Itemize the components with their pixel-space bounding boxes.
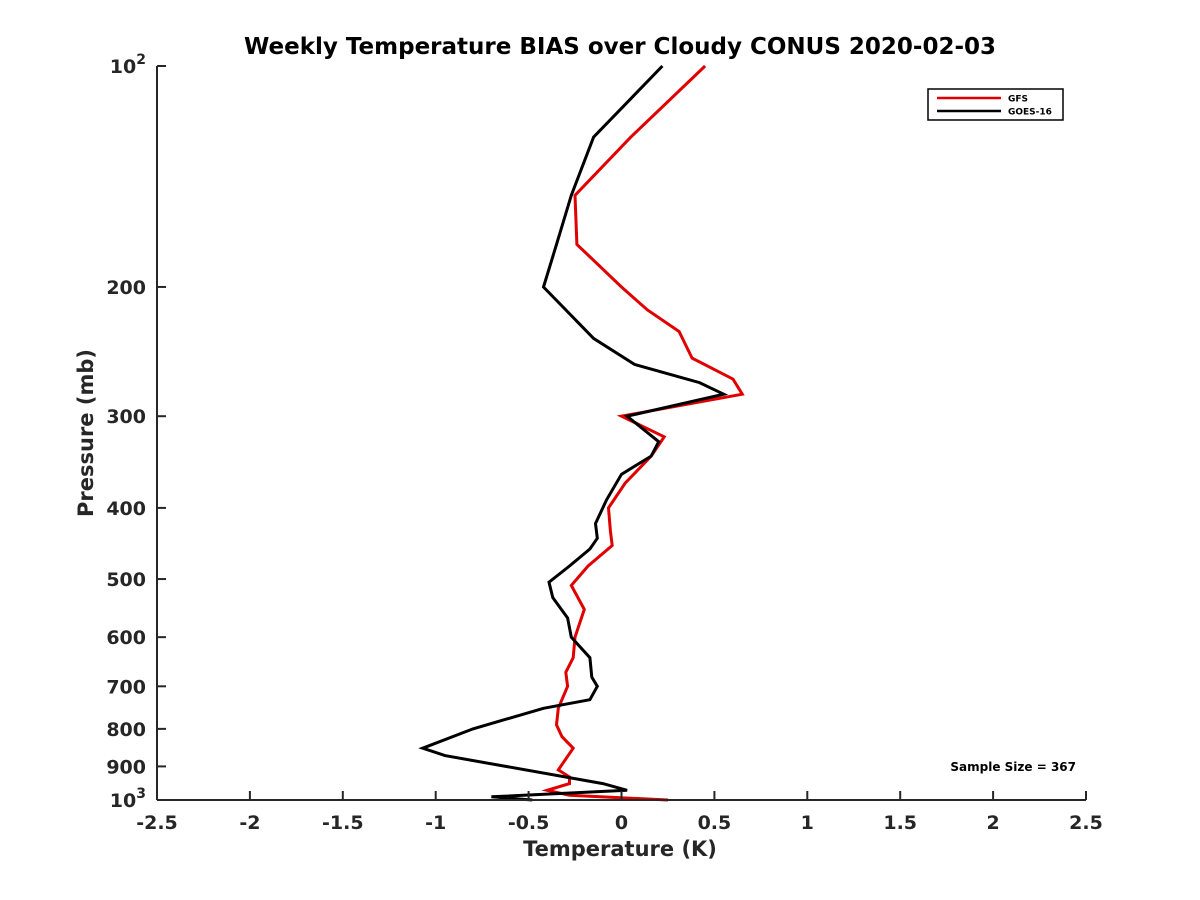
x-tick-label: -0.5 — [508, 812, 550, 834]
x-tick-label: 1.5 — [883, 812, 917, 834]
y-tick-label: 600 — [106, 627, 146, 649]
x-tick-label: -1 — [425, 812, 446, 834]
y-axis-label: Pressure (mb) — [74, 349, 98, 517]
x-tick-label: 0.5 — [698, 812, 732, 834]
y-tick-label: 800 — [106, 719, 146, 741]
y-tick-label: 900 — [106, 756, 146, 778]
chart-title: Weekly Temperature BIAS over Cloudy CONU… — [244, 34, 996, 60]
y-tick-label: 700 — [106, 676, 146, 698]
y-tick-label: 500 — [106, 569, 146, 591]
series-line-goes-16 — [418, 64, 729, 802]
axes — [156, 65, 1087, 801]
x-tick-label: 0 — [615, 812, 628, 834]
x-tick-label: 2 — [986, 812, 999, 834]
x-axis-label: Temperature (K) — [523, 837, 717, 861]
legend: GFS GOES-16 — [927, 88, 1064, 121]
legend-label-goes-16: GOES-16 — [1008, 108, 1052, 118]
sample-size-annotation: Sample Size = 367 — [950, 760, 1076, 774]
x-tick-label: -2 — [239, 812, 260, 834]
x-tick-label: -2.5 — [136, 812, 178, 834]
series-line-gfs — [541, 64, 745, 802]
y-tick-label: 300 — [106, 406, 146, 428]
legend-label-gfs: GFS — [1008, 95, 1028, 105]
series-layer — [418, 64, 745, 802]
x-tick-label: 2.5 — [1069, 812, 1103, 834]
x-tick-label: 1 — [801, 812, 814, 834]
x-tick-label: -1.5 — [322, 812, 364, 834]
legend-box — [927, 88, 1064, 121]
tick-labels: -2.5 -2 -1.5 -1 -0.5 0 0.5 1 1.5 2 2.5 200 300 400 500… — [106, 52, 1103, 834]
y-tick-label-top: 102 — [110, 52, 146, 78]
y-tick-label-bottom: 103 — [110, 786, 146, 812]
y-tick-label: 200 — [106, 277, 146, 299]
y-tick-label: 400 — [106, 498, 146, 520]
